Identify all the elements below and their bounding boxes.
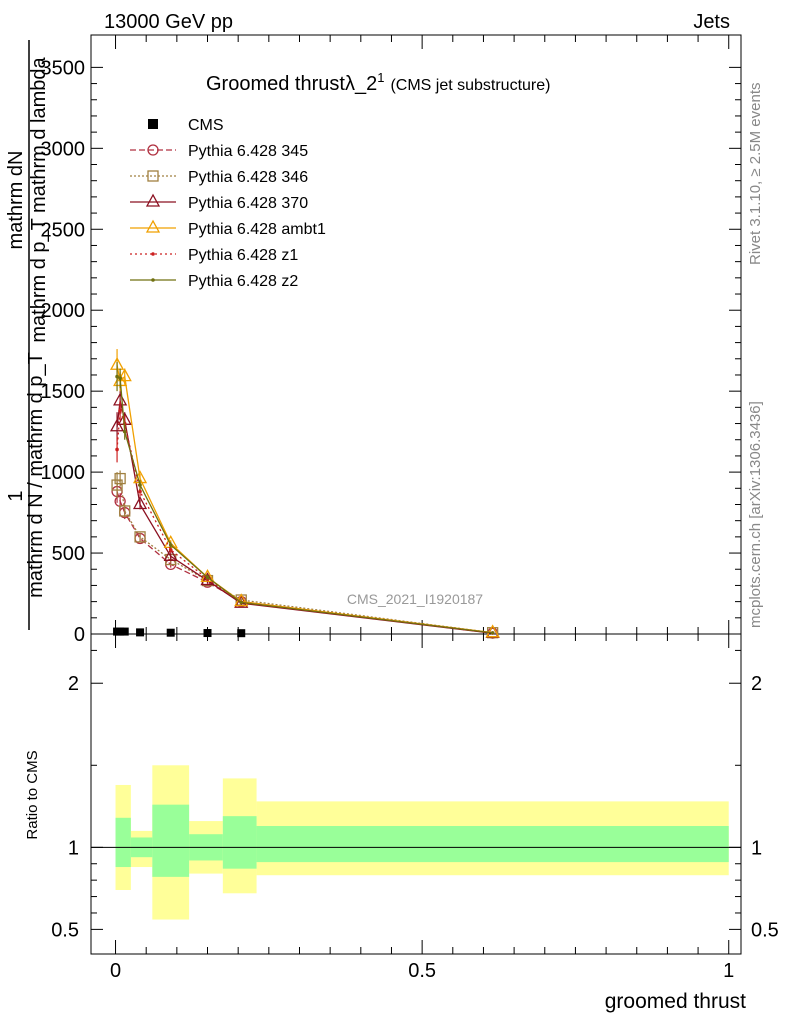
cms-point <box>120 627 129 636</box>
data-marker <box>485 624 500 638</box>
cms-point <box>116 627 125 636</box>
y-tick-label: 0 <box>74 624 85 646</box>
data-marker <box>147 170 159 182</box>
ratio-band-green <box>222 816 257 869</box>
ratio-frame <box>90 633 742 955</box>
mcplots-label: mcplots.cern.ch [arXiv:1306.3436] <box>747 401 764 628</box>
x-tick-label: 0.5 <box>408 960 436 982</box>
legend-label: Pythia 6.428 345 <box>188 143 308 160</box>
ratio-axis-title: Ratio to CMS <box>24 750 41 839</box>
rivet-label: Rivet 3.1.10, ≥ 2.5M events <box>747 83 764 266</box>
ylabel-top-2: mathrm dN <box>5 151 27 250</box>
x-axis-title: groomed thrust <box>605 990 746 1013</box>
data-marker <box>163 547 178 561</box>
series-line <box>116 410 493 634</box>
ratio-band-green <box>256 826 729 863</box>
y-axis: 0 500 1000 1500 2000 2500 3000 3500 <box>41 57 741 646</box>
cms-point <box>136 628 145 637</box>
data-marker <box>239 600 244 605</box>
cms-data <box>113 627 246 638</box>
ylabel-bot-2: mathrm d p_T mathrm d lambda <box>28 56 50 342</box>
y-tick-label: 1500 <box>41 381 86 403</box>
chart-subtitle: (CMS jet substructure) <box>390 77 550 94</box>
legend-label: Pythia 6.428 ambt1 <box>188 221 326 238</box>
data-marker <box>122 429 127 434</box>
ylabel-top-1: 1 <box>5 490 27 501</box>
ratio-bands <box>115 765 729 920</box>
series-layer <box>109 349 500 639</box>
ratio-y-axis: 0.5 0.5 1 1 2 2 <box>51 649 779 941</box>
data-marker <box>138 489 142 494</box>
chart-title-sup: 1 <box>377 70 384 85</box>
data-marker <box>115 447 119 452</box>
ratio-band-green <box>152 804 190 877</box>
data-marker <box>111 479 123 491</box>
cms-point <box>203 629 212 638</box>
data-marker <box>205 575 210 580</box>
data-marker <box>117 368 132 382</box>
data-marker <box>114 472 126 485</box>
legend-label: Pythia 6.428 z1 <box>188 247 298 264</box>
data-marker <box>132 496 148 510</box>
ratio-tick-label-right: 1 <box>751 837 762 859</box>
legend-label: Pythia 6.428 z2 <box>188 273 298 290</box>
y-tick-label: 3000 <box>41 138 86 160</box>
data-marker <box>145 219 161 233</box>
y-tick-label: 500 <box>52 543 85 565</box>
data-marker <box>109 418 125 432</box>
legend-label: Pythia 6.428 346 <box>188 169 308 186</box>
data-marker <box>490 631 495 635</box>
legend-marker <box>148 119 158 129</box>
data-marker <box>118 408 122 413</box>
cms-point <box>237 629 246 638</box>
series-line <box>116 491 493 634</box>
data-marker <box>151 278 155 282</box>
data-marker <box>168 543 173 547</box>
x-tick-label: 0 <box>110 960 121 982</box>
analysis-watermark: CMS_2021_I1920187 <box>347 591 483 607</box>
data-marker <box>168 548 173 552</box>
legend-label: CMS <box>188 117 224 134</box>
ratio-tick-label: 2 <box>68 673 79 695</box>
series-line <box>116 376 493 634</box>
x-tick-label: 1 <box>723 960 734 982</box>
ratio-tick-label: 0.5 <box>51 919 79 941</box>
data-marker <box>147 144 159 156</box>
header-right: Jets <box>693 11 730 33</box>
ratio-tick-label-right: 2 <box>751 673 762 695</box>
ratio-tick-label: 1 <box>68 837 79 859</box>
series-line <box>116 400 493 634</box>
ylabel-bot-1: mathrm d N / mathrm d p_T <box>25 352 47 598</box>
data-marker <box>119 505 131 517</box>
chart-title-main: Groomed thrustλ_2 <box>206 73 377 95</box>
chart-title: Groomed thrustλ_21 (CMS jet substructure) <box>206 70 550 95</box>
data-marker <box>134 531 146 543</box>
y-tick-label: 3500 <box>41 57 86 79</box>
y-tick-label: 2500 <box>41 219 86 241</box>
data-marker <box>138 483 142 487</box>
y-tick-label: 1000 <box>41 462 86 484</box>
data-marker <box>115 374 119 379</box>
ratio-tick-label-right: 0.5 <box>751 919 779 941</box>
y-tick-label: 2000 <box>41 300 86 322</box>
data-marker <box>145 193 161 207</box>
data-marker <box>151 252 155 256</box>
legend: CMS Pythia 6.428 345 Pythia 6.428 346 Pythi… <box>130 117 326 290</box>
series-5 <box>115 362 495 635</box>
header-left: 13000 GeV pp <box>104 11 233 33</box>
legend-label: Pythia 6.428 370 <box>188 195 308 212</box>
cms-point <box>166 628 175 637</box>
ratio-band-green <box>115 817 131 868</box>
data-marker <box>118 376 122 381</box>
series-0 <box>111 480 499 639</box>
